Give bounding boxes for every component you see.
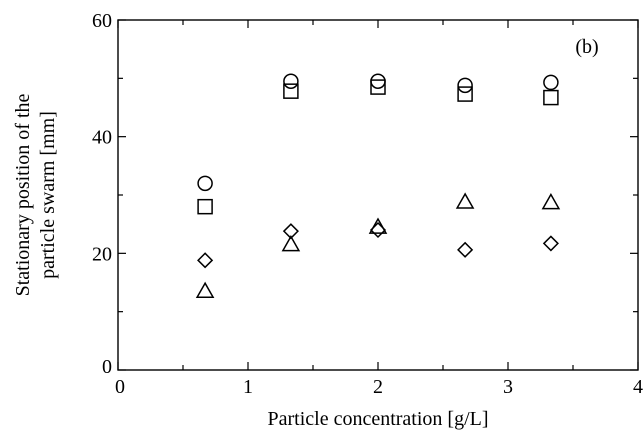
x-tick-label: 2 [373, 376, 383, 398]
data-point-square [457, 86, 473, 102]
data-point-circle [197, 175, 213, 192]
y-axis-title-line-1: Stationary position of the [12, 94, 34, 297]
y-axis-title-line-2: particle swarm [mm] [37, 111, 59, 279]
x-axis-title: Particle concentration [g/L] [267, 408, 488, 430]
data-point-square [370, 79, 386, 95]
data-point-triangle [281, 235, 301, 252]
plot-frame [117, 19, 639, 371]
data-point-triangle [195, 281, 215, 299]
data-point-circle [543, 74, 559, 91]
y-tick-label: 60 [92, 10, 112, 32]
data-point-circle [283, 73, 299, 89]
data-point-diamond [197, 252, 214, 269]
data-point-circle [457, 77, 473, 94]
data-point-diamond [282, 223, 299, 240]
data-point-diamond [542, 235, 559, 252]
y-tick-label: 20 [92, 243, 112, 265]
data-markers [195, 73, 561, 299]
data-point-diamond [369, 221, 387, 239]
x-tick-label: 0 [115, 376, 125, 398]
data-point-circle [370, 73, 386, 89]
y-tick-label: 0 [102, 356, 112, 378]
data-point-square [197, 198, 213, 215]
data-point-diamond [457, 241, 474, 258]
axis-ticks [117, 19, 639, 371]
data-point-square [543, 89, 559, 106]
data-point-triangle [541, 193, 561, 210]
y-tick-label: 40 [92, 127, 112, 149]
data-point-square [283, 83, 299, 99]
x-tick-label: 1 [243, 376, 253, 398]
panel-label: (b) [575, 36, 598, 58]
x-tick-label: 4 [633, 376, 643, 398]
x-tick-label: 3 [503, 376, 513, 398]
data-point-triangle [455, 192, 475, 209]
